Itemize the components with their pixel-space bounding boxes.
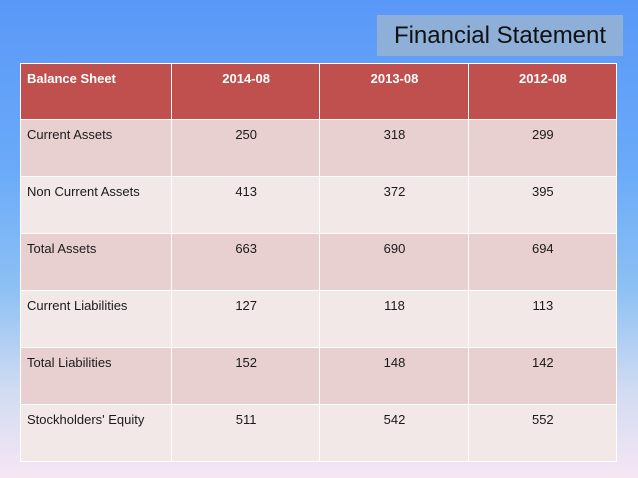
value-cell: 118	[319, 290, 469, 348]
value-cell: 694	[467, 233, 618, 291]
table-row: Total Liabilities 152 148 142	[20, 347, 618, 405]
value-cell: 127	[170, 290, 321, 348]
header-cell: Balance Sheet	[20, 63, 172, 120]
slide-title: Financial Statement	[377, 15, 623, 56]
row-label: Current Assets	[20, 119, 172, 177]
table-row: Non Current Assets 413 372 395	[20, 176, 618, 234]
value-cell: 690	[319, 233, 469, 291]
value-cell: 663	[170, 233, 321, 291]
header-cell: 2012-08	[467, 63, 618, 120]
row-label: Non Current Assets	[20, 176, 172, 234]
value-cell: 542	[319, 404, 469, 462]
table-row: Current Assets 250 318 299	[20, 119, 618, 177]
value-cell: 152	[170, 347, 321, 405]
value-cell: 318	[319, 119, 469, 177]
value-cell: 395	[467, 176, 618, 234]
value-cell: 142	[467, 347, 618, 405]
balance-sheet-table: Balance Sheet 2014-08 2013-08 2012-08 Cu…	[20, 63, 618, 462]
table-row: Current Liabilities 127 118 113	[20, 290, 618, 348]
value-cell: 148	[319, 347, 469, 405]
row-label: Total Liabilities	[20, 347, 172, 405]
value-cell: 299	[467, 119, 618, 177]
row-label: Stockholders' Equity	[20, 404, 172, 462]
value-cell: 250	[170, 119, 321, 177]
value-cell: 413	[170, 176, 321, 234]
value-cell: 511	[170, 404, 321, 462]
header-cell: 2014-08	[170, 63, 321, 120]
header-cell: 2013-08	[319, 63, 469, 120]
value-cell: 372	[319, 176, 469, 234]
row-label: Current Liabilities	[20, 290, 172, 348]
value-cell: 113	[467, 290, 618, 348]
table-row: Total Assets 663 690 694	[20, 233, 618, 291]
value-cell: 552	[467, 404, 618, 462]
row-label: Total Assets	[20, 233, 172, 291]
table-row: Stockholders' Equity 511 542 552	[20, 404, 618, 462]
header-row: Balance Sheet 2014-08 2013-08 2012-08	[20, 63, 618, 120]
